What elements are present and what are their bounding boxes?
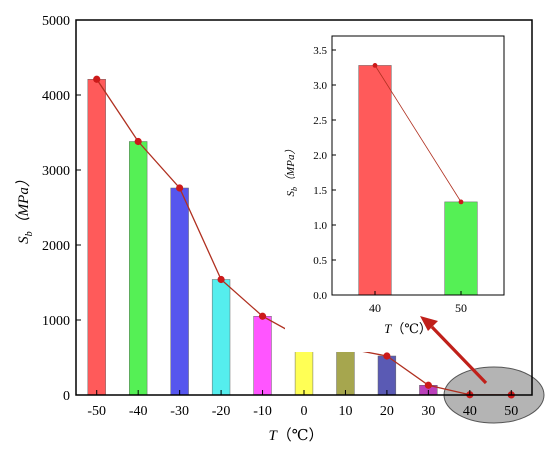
inset-bar-40 — [358, 65, 392, 296]
zoom-arrow — [420, 316, 488, 385]
inset-y-tick-label: 2.5 — [313, 115, 327, 127]
inset-y-tick-label: 3.0 — [313, 80, 327, 92]
zoom-arrow-head — [420, 316, 438, 331]
main-y-tick-label: 5000 — [42, 14, 70, 29]
inset-marker-50 — [458, 199, 464, 205]
inset-y-axis-label: Sb（MPa） — [284, 144, 299, 197]
main-x-tick-label: -50 — [87, 404, 106, 419]
inset-x-ticks: 40 50 — [369, 291, 467, 315]
inset-x-axis-label: T（℃） — [384, 321, 432, 336]
zoom-arrow-shaft — [430, 325, 488, 385]
main-x-tick-label: 50 — [504, 404, 518, 419]
main-bar--50 — [87, 79, 106, 396]
main-y-label-subscript: b — [24, 231, 35, 236]
main-bar-10 — [336, 347, 355, 396]
inset-y-tick-label: 1.0 — [313, 220, 327, 232]
main-bar--20 — [211, 279, 231, 396]
inset-y-tick-label: 2.0 — [313, 150, 327, 162]
inset-y-label-unit: （MPa） — [284, 144, 297, 187]
main-y-ticks: 0 1000 2000 3000 4000 5000 — [42, 14, 81, 404]
inset-x-label-unit: （℃） — [391, 321, 432, 336]
inset-y-ticks: 0.0 0.5 1.0 1.5 2.0 2.5 3.0 3.5 — [313, 45, 336, 302]
main-marker--20 — [217, 275, 225, 284]
main-bar--10 — [253, 316, 272, 396]
inset-y-tick-label: 3.5 — [313, 45, 327, 57]
inset-y-label-subscript: b — [290, 187, 299, 191]
inset-bar-50 — [444, 201, 478, 296]
main-bar-20 — [377, 355, 397, 396]
main-x-tick-label: 40 — [463, 404, 477, 419]
main-x-tick-label: 0 — [301, 404, 308, 419]
main-marker-20 — [383, 352, 391, 360]
inset-line-group — [372, 63, 464, 205]
main-x-label-unit: （℃） — [277, 427, 324, 444]
main-marker--30 — [176, 184, 184, 192]
main-y-label-unit: （MPa） — [15, 172, 32, 231]
inset-bars-group — [358, 65, 478, 296]
main-marker--10 — [258, 312, 267, 320]
inset-plot-frame — [331, 35, 505, 296]
main-x-label-symbol: T — [268, 428, 278, 444]
inset-marker-40 — [372, 63, 378, 68]
inset-trend-line — [374, 65, 462, 203]
inset-x-tick-label: 50 — [455, 301, 467, 315]
main-y-tick-label: 2000 — [42, 239, 70, 254]
main-y-label-symbol: S — [16, 236, 32, 244]
inset-y-tick-label: 1.5 — [313, 185, 327, 197]
main-marker--50 — [93, 75, 101, 83]
main-marker-30 — [424, 381, 432, 389]
main-x-axis-label: T（℃） — [268, 427, 323, 444]
inset-y-label-symbol: S — [285, 190, 297, 196]
main-y-tick-label: 3000 — [42, 164, 70, 179]
inset-y-tick-label: 0.0 — [313, 290, 327, 302]
main-bar--40 — [129, 141, 148, 396]
main-y-tick-label: 4000 — [42, 89, 70, 104]
main-y-axis-label: Sb（MPa） — [15, 172, 35, 244]
inset-x-label-symbol: T — [384, 321, 392, 336]
main-x-tick-label: -40 — [129, 404, 148, 419]
inset-background — [285, 36, 504, 352]
main-x-ticks: -50 -40 -30 -20 -10 0 10 20 30 40 50 — [87, 390, 518, 419]
main-y-tick-label: 0 — [63, 389, 70, 404]
main-x-tick-label: 30 — [421, 404, 435, 419]
inset-y-tick-label: 0.5 — [313, 255, 327, 267]
main-x-tick-label: -20 — [212, 404, 231, 419]
main-bars-group — [87, 79, 438, 396]
main-marker--40 — [134, 137, 142, 146]
main-x-tick-label: 20 — [380, 404, 394, 419]
main-bar--30 — [170, 187, 189, 396]
main-x-tick-label: -10 — [253, 404, 272, 419]
main-x-tick-label: 10 — [338, 404, 352, 419]
main-x-tick-label: -30 — [170, 404, 189, 419]
main-y-tick-label: 1000 — [42, 314, 70, 329]
inset-x-tick-label: 40 — [369, 301, 381, 315]
